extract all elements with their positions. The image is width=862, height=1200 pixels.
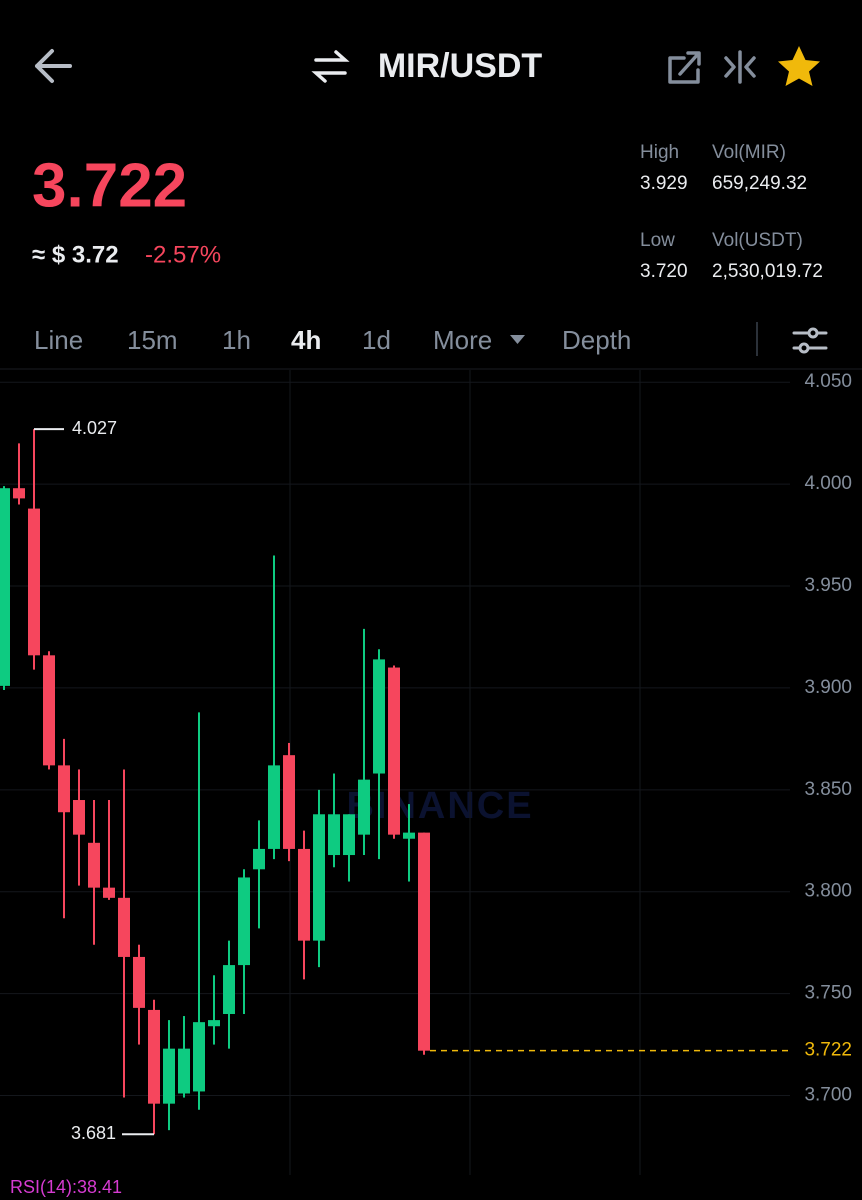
tab[interactable]: Line xyxy=(34,325,83,355)
candle-body xyxy=(358,779,370,835)
candle-body xyxy=(148,1009,160,1104)
candle-body xyxy=(403,832,415,839)
back-arrow xyxy=(35,49,72,83)
stat-label: Vol(MIR) xyxy=(712,142,786,163)
y-tick-label: 4.050 xyxy=(804,371,852,392)
candle-body xyxy=(13,488,25,499)
stat-value: 3.929 xyxy=(640,173,688,194)
stat-value: 659,249.32 xyxy=(712,173,807,194)
candle-body xyxy=(178,1048,190,1094)
stat-label: Vol(USDT) xyxy=(712,230,803,251)
y-tick-label: 3.950 xyxy=(804,575,852,596)
candle-body xyxy=(208,1020,220,1027)
indicator-label: RSI(14):38.41 xyxy=(10,1177,122,1197)
y-tick-label: 3.700 xyxy=(804,1085,852,1106)
candle-body xyxy=(268,765,280,849)
swap-arrow-bottom xyxy=(311,71,347,83)
y-tick-label: 3.750 xyxy=(804,983,852,1004)
tab[interactable]: 1d xyxy=(362,325,391,355)
share-arrow xyxy=(678,51,701,76)
candle-body xyxy=(388,667,400,835)
candle-body xyxy=(373,659,385,774)
settings-knob xyxy=(798,342,810,354)
favorite-star[interactable] xyxy=(778,46,820,86)
candle-body xyxy=(43,655,55,766)
more-caret xyxy=(510,335,525,344)
candle-body xyxy=(88,842,100,888)
compare-arrows xyxy=(724,56,756,78)
share-box xyxy=(668,56,700,84)
candle-body xyxy=(238,877,250,966)
tab[interactable]: More xyxy=(433,325,492,355)
price-usd: ≈ $ 3.72 xyxy=(32,241,119,268)
candle-body xyxy=(418,832,430,1051)
tab[interactable]: 4h xyxy=(291,325,321,355)
watermark: BINANCE xyxy=(346,785,533,827)
y-tick-label: 3.800 xyxy=(804,881,852,902)
stat-value: 3.720 xyxy=(640,261,688,282)
stat-value: 2,530,019.72 xyxy=(712,261,823,282)
candle-body xyxy=(343,814,355,856)
last-price: 3.722 xyxy=(32,151,187,220)
candle-body xyxy=(223,965,235,1014)
candle-body xyxy=(193,1022,205,1092)
candle-body xyxy=(253,848,265,870)
last-price-label: 3.722 xyxy=(804,1040,852,1061)
compare-button[interactable] xyxy=(724,50,756,84)
y-tick-label: 3.850 xyxy=(804,779,852,800)
candle-body xyxy=(28,508,40,656)
price-change: -2.57% xyxy=(145,241,221,268)
candle-body xyxy=(0,488,10,686)
settings-button[interactable] xyxy=(792,327,828,354)
back-button[interactable] xyxy=(35,49,72,83)
candle-body xyxy=(283,755,295,849)
low-label: 3.681 xyxy=(71,1123,116,1143)
candle-body xyxy=(118,897,130,957)
settings-knob xyxy=(807,327,819,339)
candle-body xyxy=(313,814,325,941)
swap-icon[interactable] xyxy=(311,50,350,83)
candle-body xyxy=(328,814,340,856)
stat-label: High xyxy=(640,142,679,163)
pair-title[interactable]: MIR/USDT xyxy=(378,47,543,85)
chart: BINANCE 4.050 4.000 3.950 3.900 3.850 3.800 3.7… xyxy=(0,370,852,1197)
y-tick-label: 3.900 xyxy=(804,677,852,698)
share-button[interactable] xyxy=(668,51,701,84)
swap-arrow-top xyxy=(314,50,350,62)
tab[interactable]: Depth xyxy=(562,325,631,355)
y-tick-label: 4.000 xyxy=(804,473,852,494)
candle-body xyxy=(163,1048,175,1104)
candle-body xyxy=(298,848,310,941)
candle-body xyxy=(73,800,85,835)
high-label: 4.027 xyxy=(72,418,117,438)
tab[interactable]: 1h xyxy=(222,325,251,355)
candle-body xyxy=(58,765,70,813)
tab[interactable]: 15m xyxy=(127,325,178,355)
stat-label: Low xyxy=(640,230,675,251)
candle-body xyxy=(103,887,115,898)
candle-body xyxy=(133,956,145,1008)
